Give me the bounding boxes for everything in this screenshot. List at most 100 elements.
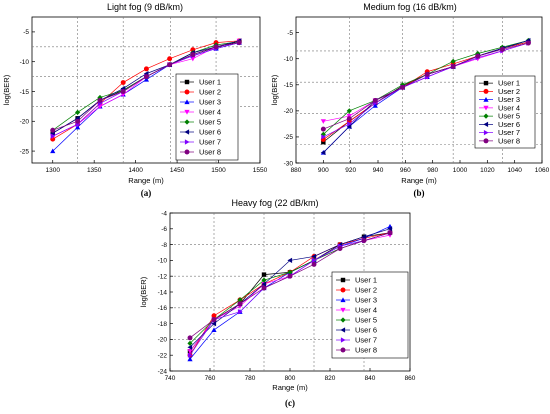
x-tick-label: 1400 (128, 167, 143, 174)
y-tick-label: -18 (158, 321, 168, 328)
panel-caption-c: (c) (285, 398, 295, 408)
data-point (450, 58, 456, 64)
legend-marker (340, 307, 346, 313)
data-point (187, 344, 193, 350)
legend-marker (483, 105, 489, 111)
y-tick-label: -12 (158, 274, 168, 281)
data-point (287, 269, 293, 275)
panel-caption-b: (b) (414, 188, 425, 198)
y-tick-label: -20 (158, 337, 168, 344)
y-tick-label: -25 (284, 134, 294, 141)
data-point (337, 246, 343, 252)
data-point (400, 82, 406, 88)
x-tick-label: 940 (373, 167, 384, 174)
data-point (75, 118, 81, 124)
legend-entry: User 8 (498, 136, 520, 145)
y-tick-label: -20 (20, 119, 30, 126)
chart-panel-c: Heavy fog (22 dB/km) 740 760 780 800 820 840 8… (139, 198, 416, 408)
data-point (236, 40, 242, 46)
legend-marker (184, 99, 190, 105)
y-tick-label: -10 (20, 59, 30, 66)
legend-box (175, 73, 239, 161)
data-point (187, 340, 193, 346)
legend-box (474, 75, 536, 149)
legend-marker (340, 297, 346, 303)
x-axis-label-c: Range (m) (272, 383, 308, 392)
legend-entry: User 1 (199, 78, 221, 87)
x-tick-label: 960 (400, 167, 411, 174)
plot-area-c: 740 760 780 800 820 840 860 -4 -6 -8 -10 -12 -14 -16 -… (158, 210, 416, 382)
data-point (387, 230, 393, 236)
data-point (346, 123, 352, 130)
x-tick-label: 760 (205, 375, 216, 382)
y-axis-label-a: log(BER) (2, 74, 11, 105)
y-tick-label: -24 (158, 368, 168, 375)
legend-entry: User 4 (498, 103, 520, 112)
chart-title-b: Medium fog (16 dB/km) (363, 2, 457, 12)
data-point (261, 281, 267, 287)
data-point (525, 40, 531, 46)
legend-marker (340, 277, 346, 283)
series-user-8 (187, 230, 393, 341)
y-tick-label: -5 (23, 29, 29, 36)
y-tick-label: -10 (158, 258, 168, 265)
legend-marker (340, 327, 346, 333)
legend-entry: User 2 (498, 87, 520, 96)
legend-entry: User 7 (498, 128, 520, 137)
x-tick-label: 920 (345, 167, 356, 174)
data-point (190, 52, 196, 58)
series-user-8 (50, 40, 242, 133)
data-point (211, 313, 217, 319)
data-point (311, 261, 317, 267)
data-point (50, 133, 56, 139)
x-tick-label: 1300 (45, 167, 60, 174)
y-tick-label: -22 (158, 353, 168, 360)
x-tick-label: 1020 (480, 167, 495, 174)
chart-panel-b: Medium fog (16 dB/km) 880 900 920 940 960 980… (270, 2, 550, 198)
legend-marker (483, 88, 489, 94)
plot-area-b: 880 900 920 940 960 980 1000 1020 1040 1060 -5 -10 -… (284, 17, 550, 174)
data-point (320, 131, 326, 137)
y-tick-label: -5 (287, 30, 293, 37)
chart-title-c: Heavy fog (22 dB/km) (231, 198, 318, 208)
data-point (311, 253, 317, 260)
data-point (211, 321, 217, 327)
data-point (211, 317, 217, 323)
data-point (346, 108, 352, 114)
y-tick-label: -10 (284, 56, 294, 63)
data-point (237, 301, 243, 307)
legend-entry: User 2 (355, 286, 377, 295)
data-point (237, 297, 243, 303)
data-point (261, 277, 267, 283)
x-tick-label: 1000 (453, 167, 468, 174)
data-point (75, 124, 81, 130)
data-point (143, 66, 149, 72)
legend-entry: User 3 (498, 95, 520, 104)
legend-entry: User 6 (498, 120, 520, 129)
legend-entry: User 8 (355, 346, 377, 355)
x-tick-label: 900 (318, 167, 329, 174)
data-point (211, 327, 217, 332)
data-point (97, 97, 103, 103)
data-point (187, 352, 193, 358)
data-point (75, 109, 81, 115)
legend-marker (340, 287, 346, 293)
y-tick-label: -15 (20, 89, 30, 96)
y-tick-label: -30 (284, 160, 294, 167)
y-tick-label: -15 (284, 82, 294, 89)
x-tick-label: 1450 (170, 167, 185, 174)
x-tick-label: 1350 (87, 167, 102, 174)
data-point (167, 62, 173, 68)
legend-marker (483, 113, 489, 119)
legend-entry: User 3 (199, 98, 221, 107)
data-point (187, 335, 193, 341)
legend-entry: User 1 (498, 79, 520, 88)
legend-entry: User 6 (199, 128, 221, 137)
x-tick-label: 780 (245, 375, 256, 382)
plot-frame-b (295, 16, 543, 164)
data-point (187, 356, 193, 362)
x-tick-label: 840 (365, 375, 376, 382)
